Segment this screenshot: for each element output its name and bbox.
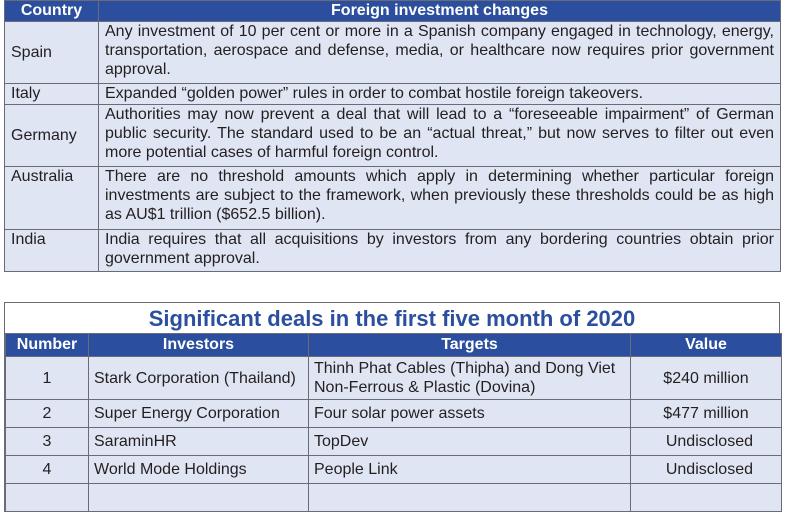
deals-table: Number Investors Targets Value 1 Stark C… <box>5 333 782 512</box>
table-header-row: Country Foreign investment changes <box>4 0 781 22</box>
table-row: Australia There are no threshold amounts… <box>4 166 781 230</box>
country-header: Country <box>4 0 99 22</box>
table-row: 4 World Mode Holdings People Link Undisc… <box>5 455 782 484</box>
targets-cell: TopDev <box>308 427 631 456</box>
value-cell: $477 million <box>630 399 782 428</box>
value-cell: $240 million <box>630 356 782 400</box>
table-row: 2 Super Energy Corporation Four solar po… <box>5 399 782 428</box>
value-cell: Undisclosed <box>630 427 782 456</box>
number-cell: 3 <box>5 427 89 456</box>
foreign-investment-table: Country Foreign investment changes Spain… <box>4 0 781 272</box>
targets-cell: People Link <box>308 455 631 484</box>
number-header: Number <box>5 333 89 357</box>
deals-panel: Significant deals in the first five mont… <box>4 302 782 512</box>
targets-cell: Thinh Phat Cables (Thipha) and Dong Viet… <box>308 356 631 400</box>
value-cell <box>630 483 782 512</box>
changes-header: Foreign investment changes <box>98 0 781 22</box>
investors-cell: SaraminHR <box>88 427 309 456</box>
changes-cell: Any investment of 10 per cent or more in… <box>98 21 781 84</box>
number-cell: 4 <box>5 455 89 484</box>
number-cell: 2 <box>5 399 89 428</box>
targets-cell <box>308 483 631 512</box>
country-cell: Italy <box>4 83 99 105</box>
table-row: 1 Stark Corporation (Thailand) Thinh Pha… <box>5 356 782 400</box>
table-header-row: Number Investors Targets Value <box>5 333 782 357</box>
investors-cell: Stark Corporation (Thailand) <box>88 356 309 400</box>
value-header: Value <box>630 333 782 357</box>
changes-cell: Expanded “golden power” rules in order t… <box>98 83 781 105</box>
country-cell: Australia <box>4 166 99 230</box>
changes-cell: India requires that all acquisitions by … <box>98 229 781 272</box>
table-row: 3 SaraminHR TopDev Undisclosed <box>5 427 782 456</box>
number-cell: 1 <box>5 356 89 400</box>
value-cell: Undisclosed <box>630 455 782 484</box>
table-row: Germany Authorities may now prevent a de… <box>4 104 781 167</box>
targets-header: Targets <box>308 333 631 357</box>
table-row: Italy Expanded “golden power” rules in o… <box>4 83 781 105</box>
deals-title: Significant deals in the first five mont… <box>148 306 636 331</box>
table-row: Spain Any investment of 10 per cent or m… <box>4 21 781 84</box>
investors-cell: Super Energy Corporation <box>88 399 309 428</box>
investors-header: Investors <box>88 333 309 357</box>
country-cell: India <box>4 229 99 272</box>
changes-cell: Authorities may now prevent a deal that … <box>98 104 781 167</box>
country-cell: Spain <box>4 21 99 84</box>
number-cell <box>5 483 89 512</box>
investors-cell: World Mode Holdings <box>88 455 309 484</box>
table-row: India India requires that all acquisitio… <box>4 229 781 272</box>
country-cell: Germany <box>4 104 99 167</box>
table-row <box>5 483 782 512</box>
investors-cell <box>88 483 309 512</box>
targets-cell: Four solar power assets <box>308 399 631 428</box>
changes-cell: There are no threshold amounts which app… <box>98 166 781 230</box>
